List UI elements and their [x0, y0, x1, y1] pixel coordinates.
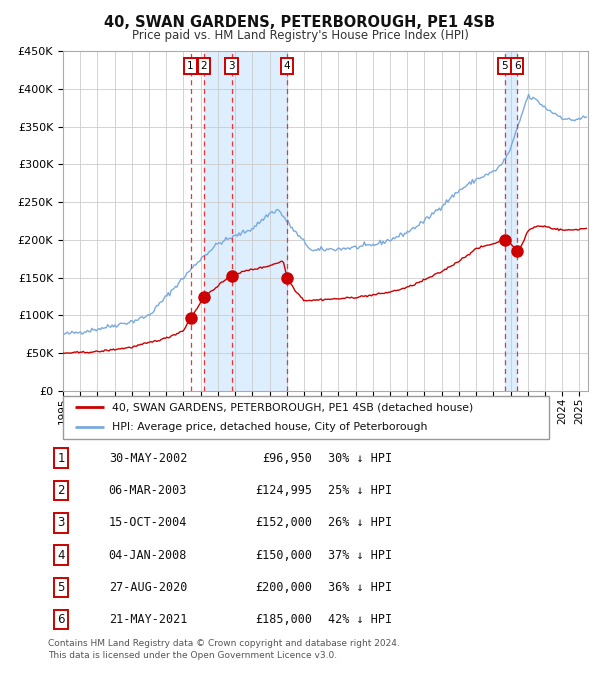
FancyBboxPatch shape — [63, 396, 549, 439]
Text: 6: 6 — [514, 61, 520, 71]
Text: 5: 5 — [58, 581, 65, 594]
Text: 25% ↓ HPI: 25% ↓ HPI — [328, 484, 392, 497]
Text: HPI: Average price, detached house, City of Peterborough: HPI: Average price, detached house, City… — [112, 422, 427, 432]
Text: 42% ↓ HPI: 42% ↓ HPI — [328, 613, 392, 626]
Text: 36% ↓ HPI: 36% ↓ HPI — [328, 581, 392, 594]
Text: 06-MAR-2003: 06-MAR-2003 — [109, 484, 187, 497]
Bar — [204, 51, 287, 391]
Text: This data is licensed under the Open Government Licence v3.0.: This data is licensed under the Open Gov… — [48, 651, 337, 660]
Text: £200,000: £200,000 — [255, 581, 312, 594]
Text: 5: 5 — [501, 61, 508, 71]
Text: 1: 1 — [187, 61, 194, 71]
Text: 30% ↓ HPI: 30% ↓ HPI — [328, 452, 392, 464]
Text: £185,000: £185,000 — [255, 613, 312, 626]
Text: 3: 3 — [228, 61, 235, 71]
Text: £150,000: £150,000 — [255, 549, 312, 562]
Text: 21-MAY-2021: 21-MAY-2021 — [109, 613, 187, 626]
Text: 30-MAY-2002: 30-MAY-2002 — [109, 452, 187, 464]
Text: 4: 4 — [284, 61, 290, 71]
Text: 04-JAN-2008: 04-JAN-2008 — [109, 549, 187, 562]
Text: 37% ↓ HPI: 37% ↓ HPI — [328, 549, 392, 562]
Bar — [505, 51, 517, 391]
Text: £124,995: £124,995 — [255, 484, 312, 497]
Text: 40, SWAN GARDENS, PETERBOROUGH, PE1 4SB (detached house): 40, SWAN GARDENS, PETERBOROUGH, PE1 4SB … — [112, 403, 473, 412]
Text: 15-OCT-2004: 15-OCT-2004 — [109, 516, 187, 529]
Text: 2: 2 — [200, 61, 207, 71]
Text: Contains HM Land Registry data © Crown copyright and database right 2024.: Contains HM Land Registry data © Crown c… — [48, 639, 400, 648]
Text: £96,950: £96,950 — [262, 452, 312, 464]
Text: 2: 2 — [58, 484, 65, 497]
Text: £152,000: £152,000 — [255, 516, 312, 529]
Text: 6: 6 — [58, 613, 65, 626]
Text: 27-AUG-2020: 27-AUG-2020 — [109, 581, 187, 594]
Text: 4: 4 — [58, 549, 65, 562]
Text: 26% ↓ HPI: 26% ↓ HPI — [328, 516, 392, 529]
Text: Price paid vs. HM Land Registry's House Price Index (HPI): Price paid vs. HM Land Registry's House … — [131, 29, 469, 41]
Text: 40, SWAN GARDENS, PETERBOROUGH, PE1 4SB: 40, SWAN GARDENS, PETERBOROUGH, PE1 4SB — [104, 15, 496, 30]
Text: 3: 3 — [58, 516, 65, 529]
Text: 1: 1 — [58, 452, 65, 464]
